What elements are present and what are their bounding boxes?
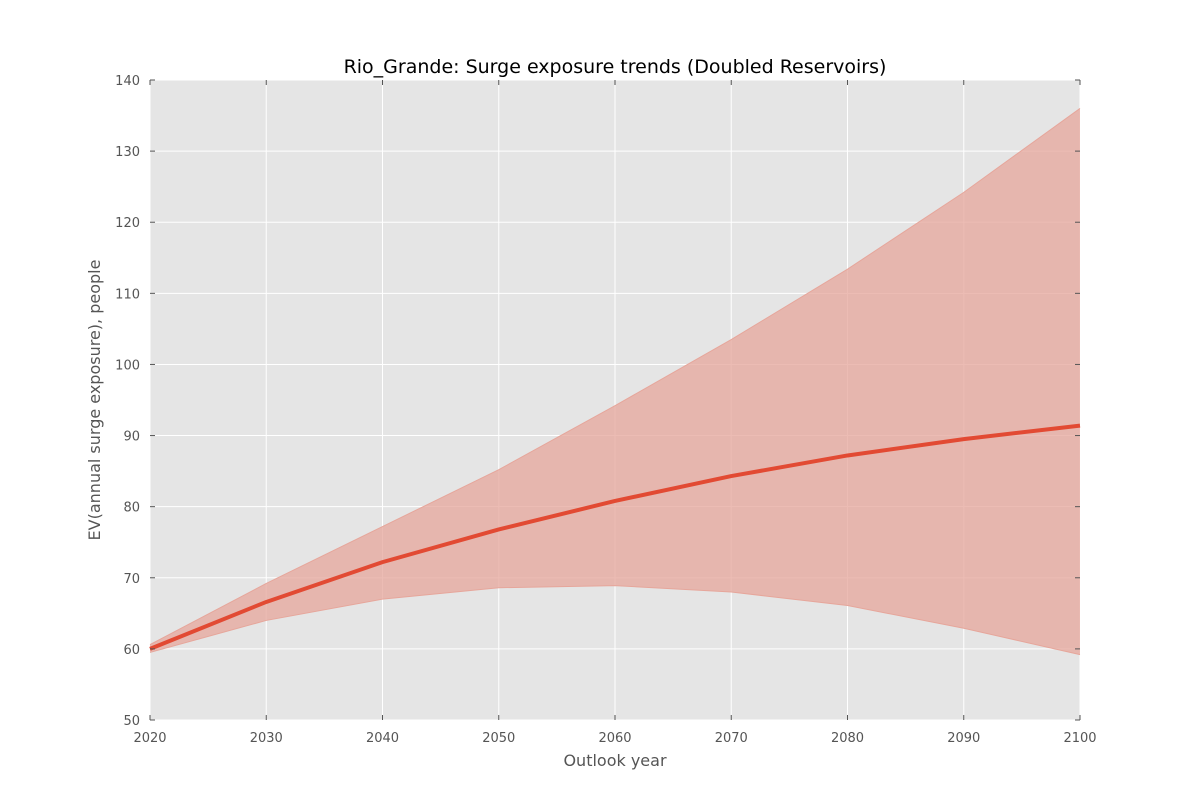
y-tick-label: 120 — [115, 216, 140, 231]
y-tick-label: 80 — [123, 501, 140, 516]
y-tick-labels: 50 60 70 80 90 100 110 120 130 140 — [115, 74, 140, 729]
x-tick-label: 2090 — [947, 731, 980, 746]
y-tick-label: 100 — [115, 358, 140, 373]
y-tick-label: 50 — [123, 714, 140, 729]
x-tick-label: 2050 — [482, 731, 515, 746]
y-axis-label: EV(annual surge exposure), people — [85, 260, 104, 541]
axis-ticks — [149, 79, 1081, 721]
x-tick-label: 2080 — [831, 731, 864, 746]
x-tick-label: 2030 — [250, 731, 283, 746]
x-tick-labels: 2020 2030 2040 2050 2060 2070 2080 2090 2100 — [133, 731, 1096, 746]
x-tick-label: 2020 — [133, 731, 166, 746]
uncertainty-band — [150, 108, 1080, 655]
series-line — [149, 423, 1081, 651]
band-upper-edge — [149, 108, 1081, 646]
x-tick-label: 2060 — [598, 731, 631, 746]
y-tick-label: 130 — [115, 145, 140, 160]
y-tick-label: 60 — [123, 643, 140, 658]
y-tick-label: 90 — [123, 430, 140, 445]
x-tick-label: 2070 — [715, 731, 748, 746]
y-tick-label: 140 — [115, 74, 140, 89]
y-tick-label: 70 — [123, 572, 140, 587]
band-lower-edge — [149, 585, 1081, 656]
x-tick-label: 2040 — [366, 731, 399, 746]
x-axis-label: Outlook year — [563, 751, 667, 770]
y-tick-label: 110 — [115, 287, 140, 302]
chart-title: Rio_Grande: Surge exposure trends (Doubl… — [344, 56, 887, 78]
x-tick-label: 2100 — [1063, 731, 1096, 746]
